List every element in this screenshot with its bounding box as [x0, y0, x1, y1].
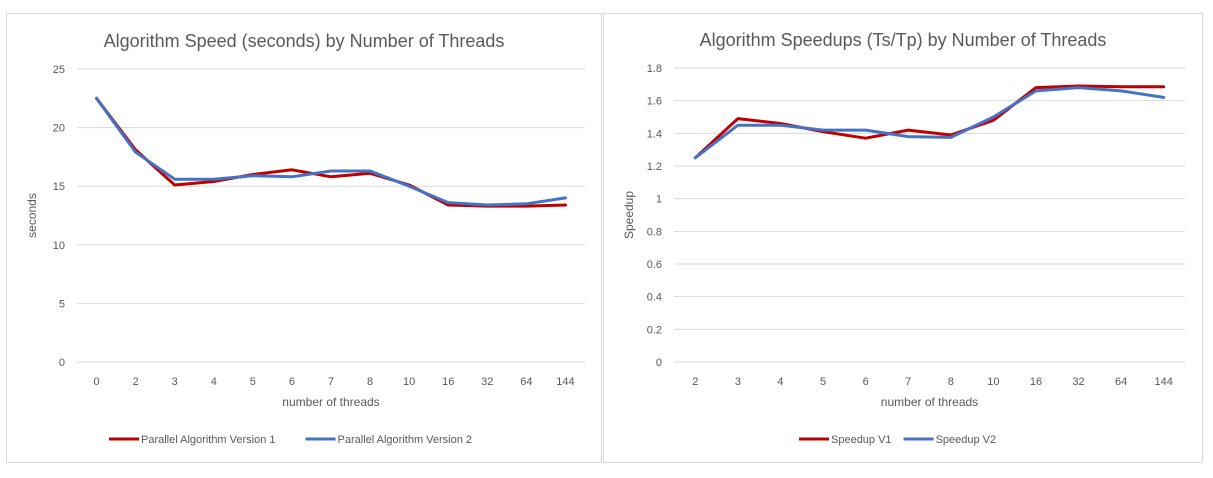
y-tick-label: 1.6 [647, 96, 662, 108]
x-tick-label: 64 [520, 376, 532, 388]
legend-label: Speedup V2 [936, 434, 997, 446]
series-line-1 [693, 84, 1166, 160]
x-tick-label: 2 [692, 376, 698, 388]
y-tick-label: 20 [53, 123, 65, 135]
y-tick-label: 1 [656, 194, 662, 206]
legend-label: Parallel Algorithm Version 1 [141, 434, 276, 446]
y-tick-label: 10 [53, 240, 65, 252]
y-tick-label: 1.4 [647, 128, 662, 140]
x-tick-label: 16 [442, 376, 454, 388]
series-line-1 [95, 96, 567, 208]
x-axis-label: number of threads [881, 395, 978, 409]
series-line-2 [95, 96, 567, 207]
x-tick-label: 7 [328, 376, 334, 388]
x-tick-label: 4 [211, 376, 217, 388]
legend-label: Speedup V1 [831, 434, 892, 446]
x-tick-label: 8 [948, 376, 954, 388]
x-tick-label: 6 [863, 376, 869, 388]
x-tick-label: 3 [172, 376, 178, 388]
y-tick-label: 0.6 [647, 259, 662, 271]
x-tick-label: 32 [481, 376, 493, 388]
x-tick-label: 4 [777, 376, 783, 388]
speedup-chart-panel: Algorithm Speedups (Ts/Tp) by Number of … [603, 13, 1203, 463]
x-tick-label: 5 [820, 376, 826, 388]
x-tick-label: 3 [735, 376, 741, 388]
x-tick-label: 7 [905, 376, 911, 388]
x-tick-label: 6 [289, 376, 295, 388]
x-tick-label: 5 [250, 376, 256, 388]
x-tick-label: 2 [133, 376, 139, 388]
x-tick-label: 8 [367, 376, 373, 388]
y-tick-label: 0.4 [647, 292, 662, 304]
y-tick-label: 0 [656, 357, 662, 369]
x-tick-label: 64 [1115, 376, 1127, 388]
speed-chart-panel: Algorithm Speed (seconds) by Number of T… [6, 13, 602, 463]
chart-title: Algorithm Speedups (Ts/Tp) by Number of … [700, 30, 1107, 50]
x-tick-label: 16 [1030, 376, 1042, 388]
y-tick-label: 5 [59, 298, 65, 310]
y-tick-label: 25 [53, 64, 65, 76]
x-tick-label: 144 [556, 376, 574, 388]
series-line-2 [693, 86, 1166, 160]
speedup-chart: Algorithm Speedups (Ts/Tp) by Number of … [622, 30, 1185, 446]
chart-title: Algorithm Speed (seconds) by Number of T… [104, 31, 505, 51]
speed-chart: Algorithm Speed (seconds) by Number of T… [25, 31, 585, 446]
x-tick-label: 10 [987, 376, 999, 388]
x-tick-label: 10 [403, 376, 415, 388]
y-axis-label: seconds [25, 193, 39, 238]
y-tick-label: 1.2 [647, 161, 662, 173]
y-tick-label: 0.2 [647, 324, 662, 336]
y-tick-label: 15 [53, 181, 65, 193]
y-tick-label: 0 [59, 357, 65, 369]
y-tick-label: 0.8 [647, 226, 662, 238]
x-tick-label: 0 [93, 376, 99, 388]
x-tick-label: 32 [1072, 376, 1084, 388]
x-tick-label: 144 [1155, 376, 1173, 388]
y-tick-label: 1.8 [647, 63, 662, 75]
x-axis-label: number of threads [282, 395, 379, 409]
legend-label: Parallel Algorithm Version 2 [338, 434, 473, 446]
y-axis-label: Speedup [622, 191, 636, 239]
